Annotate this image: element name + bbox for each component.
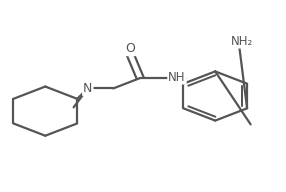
Text: O: O [125,42,135,55]
Text: NH₂: NH₂ [231,35,253,48]
Text: N: N [83,82,92,95]
Text: NH: NH [168,71,186,84]
